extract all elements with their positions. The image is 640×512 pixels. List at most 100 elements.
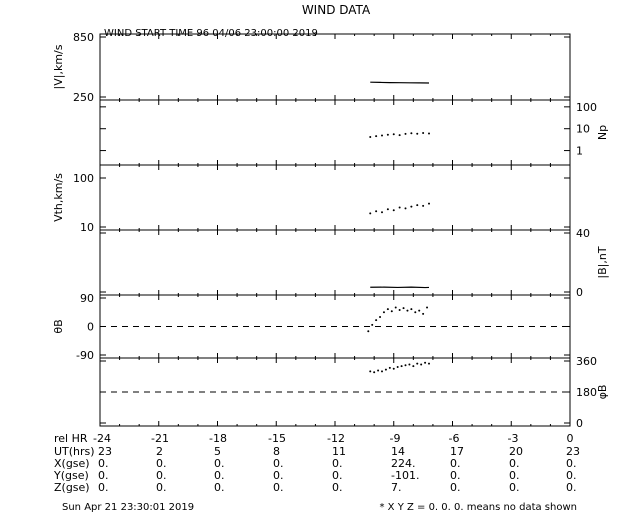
panel-frame [99,99,571,166]
table-cell: -3 [508,432,519,445]
data-point [381,134,383,137]
table-cell: -21 [151,432,169,445]
data-point [390,310,393,313]
data-point [373,371,376,374]
table-cell: 0. [273,481,284,494]
y-tick-label: -90 [76,349,94,362]
table-cell: 0. [214,457,225,470]
data-point [416,132,419,135]
data-point [394,306,397,309]
table-cell: 0. [509,469,520,482]
panel-stack: 850 250 |V|,km/s 100 10 1 Np 100 10 Vth,km/s 40 0 |B… [52,31,609,430]
data-point [424,361,427,364]
data-point [392,367,395,370]
table-cell: 0. [156,457,167,470]
data-point [386,208,389,211]
data-point [381,370,383,373]
data-point [408,363,411,366]
data-point [379,316,382,318]
data-point [398,206,401,209]
data-point [375,210,378,213]
table-cell: 0. [273,469,284,482]
table-cell: 0. [273,457,284,470]
data-point [410,308,413,311]
table-cell: -18 [209,432,227,445]
data-point [412,365,415,368]
data-point [384,368,387,371]
data-point [388,366,391,369]
y-tick-label: 40 [576,227,590,240]
table-cell: 0. [98,457,109,470]
table-cell: -9 [390,432,401,445]
table-cell: -101. [391,469,419,482]
panel-theta: 90 0 -90 θB [52,292,571,362]
data-point [426,306,429,309]
series-line [370,81,430,84]
y-axis-title: φB [596,385,609,400]
y-tick-label: 90 [80,292,94,305]
panel-phi: 360 180 0 φB [99,355,609,430]
table-cell: 23 [566,445,580,458]
table-cell: 0 [567,432,574,445]
data-point [392,133,395,136]
table-cell: 5 [214,445,221,458]
y-tick-label: 360 [576,355,597,368]
data-point [386,308,389,311]
bottom-table: rel HR -24 -21 -18 -15 -12 -9 -6 -3 0UT(hrs) 23 2 5 8… [53,432,580,494]
data-point [398,309,401,312]
data-point [382,311,385,314]
data-point [375,319,378,322]
data-point [404,132,407,135]
data-point [381,211,383,214]
panel-thermal-speed: 100 10 Vth,km/s [52,164,571,234]
data-point [428,362,430,365]
y-tick-label: 0 [576,286,583,299]
table-cell: -15 [268,432,286,445]
data-point [375,135,378,138]
data-point [422,131,425,134]
data-point [410,132,413,135]
table-cell: 0. [450,457,461,470]
data-point [371,323,374,326]
table-cell: 7. [391,481,402,494]
table-cell: 0. [566,457,577,470]
data-point [392,209,395,212]
footer-note: * X Y Z = 0. 0. 0. means no data shown [379,502,577,512]
table-cell: 0. [509,481,520,494]
table-cell: -12 [327,432,345,445]
table-cell: 2 [156,445,163,458]
y-axis-title: |V|,km/s [52,44,65,89]
panel-speed: 850 250 |V|,km/s [52,31,571,104]
panel-field-magnitude: 40 0 |B|,nT [99,227,609,299]
table-cell: 0. [214,481,225,494]
table-cell: 0. [214,469,225,482]
table-cell: 14 [391,445,405,458]
y-tick-label: 10 [80,221,94,234]
table-cell: 0. [509,457,520,470]
y-axis-title: |B|,nT [596,246,609,278]
table-row-label: Z(gse) [54,481,90,494]
data-point [416,204,419,207]
data-point [420,363,423,366]
y-tick-label: 100 [73,172,94,185]
data-point [404,364,407,367]
table-cell: 0. [332,481,343,494]
panel-frame [99,164,571,231]
table-cell: 17 [450,445,464,458]
data-point [414,311,417,314]
data-point [369,212,372,215]
y-tick-label: 180 [576,386,597,399]
y-tick-label: 100 [576,101,597,114]
table-cell: 11 [332,445,346,458]
table-row-label: X(gse) [54,457,90,470]
table-cell: 0. [566,469,577,482]
y-axis-title: Vth,km/s [52,173,65,222]
table-cell: 224. [391,457,416,470]
data-point [369,135,372,138]
panel-density: 100 10 1 Np [99,99,609,166]
table-cell: 0. [332,469,343,482]
y-tick-label: 850 [73,31,94,44]
data-point [367,330,370,333]
data-point [422,312,425,315]
